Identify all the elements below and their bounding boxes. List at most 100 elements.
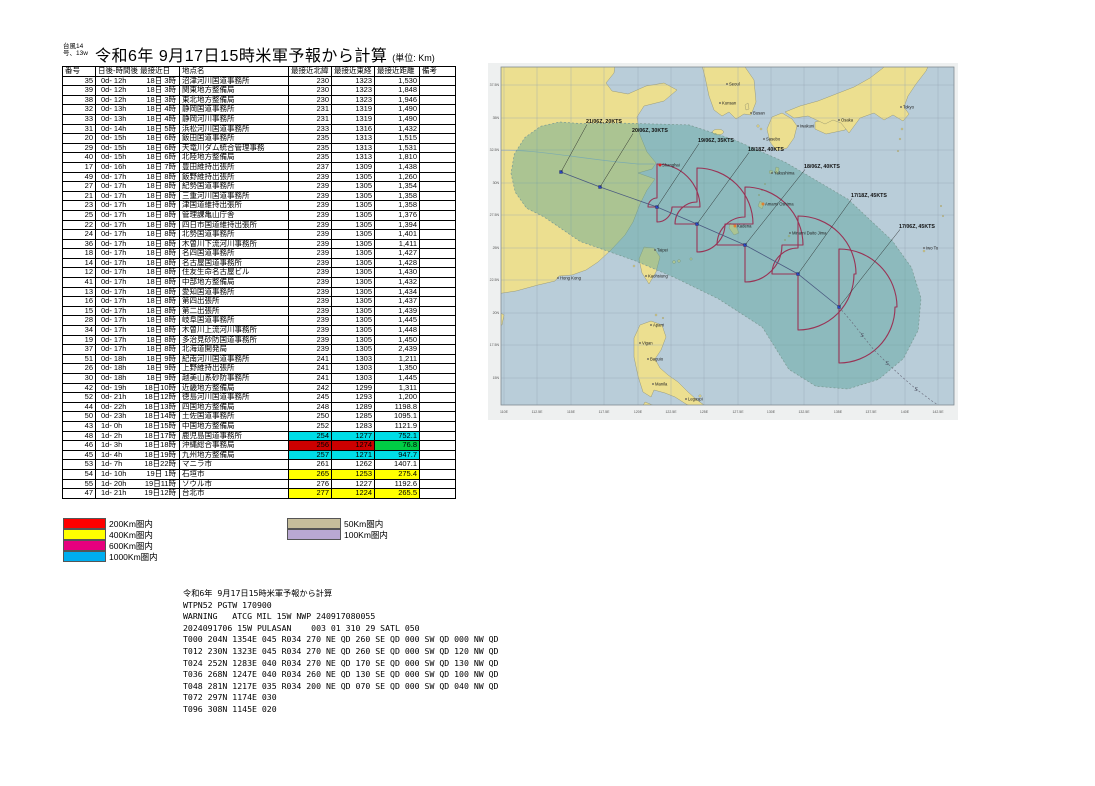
city-marker [719, 102, 721, 104]
cell-distance: 1,430 [374, 267, 420, 279]
cell-distance: 1,376 [374, 209, 420, 221]
past-position-symbol: S [914, 387, 918, 393]
city-marker [838, 119, 840, 121]
cell-lon: 1305 [331, 315, 375, 327]
cell-note [419, 440, 456, 451]
lon-tick-label: 132.5E [798, 410, 810, 414]
map-axis-layer: 17/06Z, 45KTS 17/18Z, 45KTS 18/06Z, 40KTS 1… [490, 82, 945, 415]
city-label: Iwakuni [800, 124, 814, 129]
wind-radii-shape [771, 215, 857, 331]
cell-number: 48 [62, 430, 96, 442]
cell-place: 上野維持出張所 [179, 363, 289, 374]
legend-swatch [63, 529, 106, 540]
cell-note [419, 334, 456, 346]
cell-lon: 1323 [331, 75, 375, 87]
cell-distance: 1,427 [374, 248, 420, 259]
city-label: Seoul [729, 82, 740, 87]
cell-time: 0d- 17h 18日 8時 [95, 305, 180, 317]
cell-distance: 1,848 [374, 85, 420, 96]
cell-lon: 1289 [331, 401, 375, 413]
city-label: Kaohsiung [648, 274, 668, 279]
label-leader-line [838, 229, 901, 308]
footer-line: 2024091706 15W PULASAN 003 01 310 29 SAT… [183, 622, 420, 633]
table-row: 13 0d- 17h 18日 8時 愛知国道事務所 239 1305 1,434 [62, 286, 456, 298]
cell-distance: 1,311 [374, 382, 420, 394]
cell-time: 0d- 17h 18日 8時 [95, 277, 180, 288]
cell-lon: 1293 [331, 392, 375, 403]
cell-time: 0d- 17h 18日 8時 [95, 334, 180, 346]
cell-time: 1d- 10h 19日 1時 [95, 468, 180, 480]
footer-line: T072 297N 1174E 030 [183, 692, 277, 703]
cell-note [419, 325, 456, 336]
cell-number: 53 [62, 459, 96, 470]
forecast-time-label: 21/06Z, 20KTS [586, 119, 622, 125]
cell-number: 52 [62, 392, 96, 403]
cell-place: 豊田維持出張所 [179, 161, 289, 173]
lon-tick-label: 130E [767, 410, 776, 414]
label-leader-line [599, 133, 634, 188]
cell-note [419, 142, 456, 154]
legend-label: 1000Km圏内 [109, 551, 158, 562]
table-row: 28 0d- 17h 18日 8時 岐阜国道事務所 239 1305 1,445 [62, 315, 456, 327]
cell-time: 0d- 17h 18日 8時 [95, 315, 180, 327]
cell-lon: 1305 [331, 334, 375, 346]
city-marker [789, 232, 791, 234]
table-row: 23 0d- 17h 18日 8時 津国道維持出張所 239 1305 1,358 [62, 200, 456, 211]
cell-time: 0d- 17h 18日 8時 [95, 209, 180, 221]
cell-number: 32 [62, 104, 96, 115]
storm-id-line2: 号、13w [63, 50, 88, 57]
cell-lat: 250 [288, 411, 332, 422]
cell-number: 54 [62, 468, 96, 480]
cell-number: 17 [62, 161, 96, 173]
cell-lat: 230 [288, 75, 332, 87]
cell-lon: 1224 [331, 488, 375, 499]
landmass-korea [702, 67, 757, 120]
city-marker [652, 383, 654, 385]
city-label: Iwo To [926, 246, 939, 251]
map-plot-border [500, 66, 955, 406]
legend-range-right: 50Km圏内 100Km圏内 [287, 518, 388, 540]
lon-tick-label: 115E [567, 410, 576, 414]
table-row: 27 0d- 17h 18日 8時 紀勢国道事務所 239 1305 1,354 [62, 181, 456, 192]
cell-number: 55 [62, 478, 96, 490]
cell-distance: 1,428 [374, 257, 420, 269]
cell-note [419, 401, 456, 413]
cell-place: 沼津河川国道事務所 [179, 75, 289, 87]
cell-lon: 1316 [331, 123, 375, 135]
lat-tick-label: 17.5N [490, 343, 500, 347]
cell-place: マニラ市 [179, 459, 289, 470]
table-row: 38 0d- 12h 18日 3時 東北地方整備局 230 1323 1,946 [62, 94, 456, 106]
legend-range-left: 200Km圏内 400Km圏内 600Km圏内 1000Km圏内 [63, 518, 158, 562]
cell-lat: 239 [288, 238, 332, 250]
cell-number: 39 [62, 85, 96, 96]
lon-tick-label: 120E [634, 410, 643, 414]
forecast-time-label: 17/06Z, 45KTS [899, 224, 935, 230]
cell-lon: 1253 [331, 468, 375, 480]
cell-lon: 1305 [331, 229, 375, 240]
cell-lon: 1285 [331, 411, 375, 422]
city-marker [750, 112, 752, 114]
cell-lat: 230 [288, 94, 332, 106]
cell-number: 50 [62, 411, 96, 422]
legend-item: 600Km圏内 [63, 540, 158, 551]
cell-distance: 1,411 [374, 238, 420, 250]
cell-lat: 239 [288, 190, 332, 202]
cell-note [419, 277, 456, 288]
cell-place: ソウル市 [179, 478, 289, 490]
table-row: 46 1d- 3h 18日18時 沖縄総合事務局 256 1274 76.8 [62, 440, 456, 451]
cell-time: 1d- 20h 19日11時 [95, 478, 180, 490]
city-label: Yakushima [774, 171, 795, 176]
cell-distance: 1,432 [374, 277, 420, 288]
cell-lat: 237 [288, 161, 332, 173]
cell-lat: 277 [288, 488, 332, 499]
cell-distance: 947.7 [374, 449, 420, 461]
cell-lat: 239 [288, 209, 332, 221]
table-row: 14 0d- 17h 18日 8時 名古屋国道事務所 239 1305 1,428 [62, 257, 456, 269]
cell-distance: 1,358 [374, 190, 420, 202]
city-label: Kadena [737, 224, 752, 229]
column-header: 番号 [62, 66, 96, 77]
storm-id-line1: 台風14 [63, 43, 84, 50]
cell-lat: 239 [288, 229, 332, 240]
city-label: Aparri [653, 323, 664, 328]
cell-lon: 1305 [331, 190, 375, 202]
